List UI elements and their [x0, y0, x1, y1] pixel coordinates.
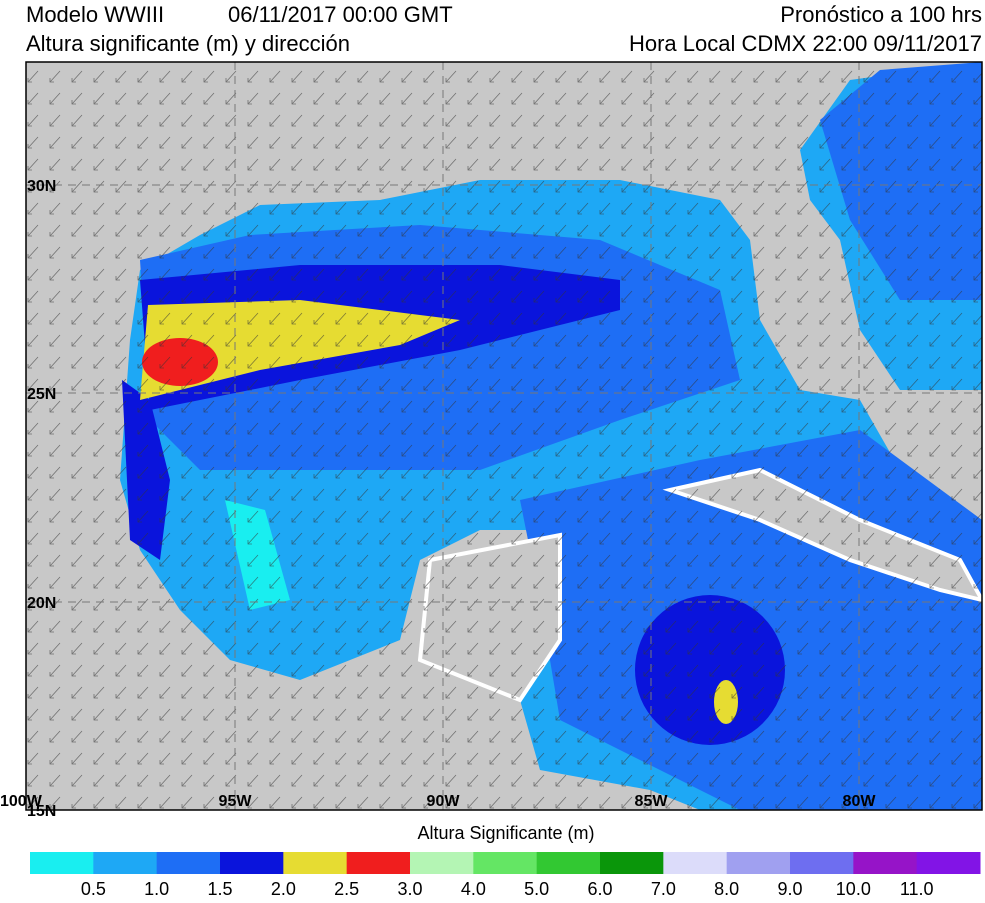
colorbar-label: 1.0 [144, 879, 169, 898]
colorbar-title: Altura Significante (m) [417, 823, 594, 843]
lon-label: 80W [843, 793, 877, 810]
colorbar-swatch [220, 852, 284, 874]
forecast: Pronóstico a 100 hrs [780, 2, 982, 27]
map [26, 62, 982, 810]
lat-label: 30N [27, 178, 56, 195]
colorbar: 0.5 1.0 1.5 2.0 2.5 3.0 4.0 5.0 6.0 7.0 8.0 9.0 10.0… [30, 852, 981, 899]
lon-label: 95W [219, 793, 253, 810]
lat-label: 15N [27, 803, 56, 820]
lon-label: 85W [635, 793, 669, 810]
colorbar-label: 6.0 [587, 879, 612, 898]
colorbar-swatch [790, 852, 854, 874]
colorbar-swatch [346, 852, 411, 874]
colorbar-label: 7.0 [651, 879, 676, 898]
colorbar-label: 0.5 [81, 879, 106, 898]
colorbar-swatch [853, 852, 918, 874]
colorbar-label: 10.0 [836, 879, 871, 898]
lon-label: 90W [427, 793, 461, 810]
colorbar-label: 2.5 [334, 879, 359, 898]
colorbar-label: 9.0 [777, 879, 802, 898]
local-time: Hora Local CDMX 22:00 09/11/2017 [629, 31, 982, 56]
lon-label: 100W [0, 793, 43, 810]
model: Modelo WWIII [26, 2, 164, 27]
colorbar-swatch [93, 852, 158, 874]
grid [26, 62, 982, 810]
colorbar-swatch [156, 852, 221, 874]
lat-label: 25N [27, 386, 56, 403]
colorbar-label: 8.0 [714, 879, 739, 898]
run-time: 06/11/2017 00:00 GMT [228, 2, 453, 27]
colorbar-label: 3.0 [397, 879, 422, 898]
direction-arrows [26, 62, 982, 810]
colorbar-label: 4.0 [461, 879, 486, 898]
colorbar-swatch [916, 852, 981, 874]
colorbar-swatch [663, 852, 728, 874]
colorbar-swatch [30, 852, 94, 874]
colorbar-swatch [536, 852, 601, 874]
colorbar-swatch [410, 852, 474, 874]
colorbar-swatch [726, 852, 791, 874]
subtitle: Altura significante (m) y dirección [26, 31, 350, 56]
colorbar-label: 11.0 [900, 879, 934, 898]
colorbar-swatch [283, 852, 348, 874]
lat-label: 20N [27, 595, 56, 612]
colorbar-label: 2.0 [271, 879, 296, 898]
map-frame [25, 61, 983, 811]
colorbar-label: 5.0 [524, 879, 549, 898]
colorbar-swatch [600, 852, 664, 874]
colorbar-swatch [473, 852, 538, 874]
colorbar-label: 1.5 [207, 879, 232, 898]
